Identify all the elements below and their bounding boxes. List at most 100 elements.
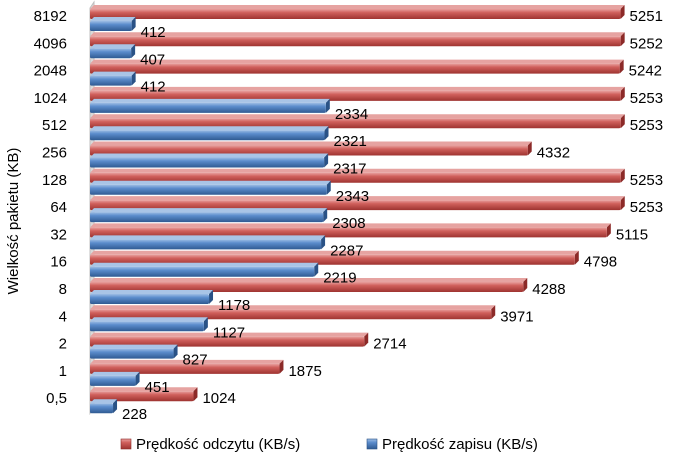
bar-top-face — [90, 44, 136, 49]
data-label-read: 5253 — [630, 199, 663, 216]
bar-end-face — [620, 5, 625, 19]
bar-top-face — [90, 153, 329, 158]
bar-top-face — [90, 86, 625, 91]
bar-front-face — [90, 309, 492, 320]
bar-front-face — [90, 239, 322, 250]
bar-front-face — [90, 21, 132, 31]
bar-top-face — [90, 208, 328, 213]
bar-top-face — [90, 196, 625, 201]
bar-top-face — [90, 317, 208, 322]
bar-end-face — [135, 371, 140, 386]
bar-top-face — [90, 278, 528, 282]
bar-top-face — [90, 344, 178, 349]
bar-end-face — [209, 290, 214, 304]
bar-top-face — [90, 59, 624, 64]
bar-read — [90, 141, 532, 156]
bar-end-face — [606, 223, 611, 238]
bar-end-face — [324, 153, 329, 168]
bar-end-face — [620, 114, 625, 129]
bar-front-face — [90, 63, 620, 74]
bar-front-face — [90, 200, 621, 211]
bar-write — [90, 290, 214, 304]
y-tick-label: 8192 — [34, 8, 67, 25]
y-tick-label: 64 — [50, 199, 67, 216]
y-tick-label: 0,5 — [46, 390, 67, 407]
bar-top-face — [90, 250, 579, 255]
bar-end-face — [620, 196, 625, 211]
bar-front-face — [90, 266, 315, 277]
bar-front-face — [90, 118, 621, 129]
bar-read — [90, 196, 625, 211]
bars — [90, 5, 625, 414]
data-label-read: 4798 — [584, 254, 617, 271]
legend-swatch — [120, 438, 132, 450]
bar-read — [90, 387, 198, 402]
bar-top-face — [90, 17, 136, 21]
y-tick-label: 512 — [42, 117, 67, 134]
bar-front-face — [90, 282, 524, 292]
bar-write — [90, 98, 330, 113]
y-axis-title: Wielkość pakietu (KB) — [5, 148, 22, 295]
data-label-write: 407 — [140, 51, 165, 68]
data-label-write: 2334 — [335, 106, 368, 123]
bar-end-face — [323, 208, 328, 223]
bar-front-face — [90, 391, 194, 402]
data-label-write: 1127 — [213, 324, 245, 341]
y-tick-label: 16 — [50, 254, 67, 271]
bar-write — [90, 262, 319, 277]
bar-front-face — [90, 294, 210, 304]
data-label-write: 827 — [183, 352, 208, 369]
bar-end-face — [620, 168, 625, 183]
legend-label: Prędkość zapisu (KB/s) — [382, 436, 538, 453]
bar-write — [90, 399, 118, 414]
legend: Prędkość odczytu (KB/s) Prędkość zapisu (… — [120, 436, 538, 453]
bar-top-face — [90, 168, 625, 173]
data-label-write: 2287 — [330, 242, 363, 259]
data-label-read: 5253 — [630, 117, 663, 134]
bar-front-face — [90, 9, 621, 19]
bar-top-face — [90, 235, 326, 240]
data-label-read: 4288 — [532, 281, 565, 298]
bar-front-face — [90, 363, 280, 374]
data-label-write: 228 — [122, 406, 147, 423]
bar-top-face — [90, 223, 611, 228]
bar-top-face — [90, 32, 625, 37]
bar-write — [90, 126, 329, 141]
bar-front-face — [90, 75, 132, 86]
data-label-read: 1024 — [202, 390, 235, 407]
bar-top-face — [90, 180, 331, 185]
bar-end-face — [131, 71, 136, 86]
bar-end-face — [131, 44, 136, 59]
bar-front-face — [90, 184, 327, 195]
bar-top-face — [90, 71, 136, 76]
bar-read — [90, 114, 625, 129]
data-label-write: 2321 — [334, 133, 367, 150]
bar-write — [90, 235, 326, 250]
bar-top-face — [90, 387, 198, 392]
data-labels: 1024 228 1875 451 2714 827 3971 1127 4288 1178 479… — [122, 8, 663, 423]
bar-read — [90, 305, 496, 320]
legend-item-read: Prędkość odczytu (KB/s) — [120, 436, 300, 453]
bar-end-face — [364, 332, 369, 347]
y-tick-label: 32 — [50, 226, 67, 243]
data-label-read: 5242 — [629, 63, 662, 80]
bar-front-face — [90, 336, 365, 347]
data-label-read: 5253 — [630, 90, 663, 107]
bar-front-face — [90, 348, 174, 359]
bar-top-face — [90, 371, 140, 376]
bar-read — [90, 250, 579, 265]
bar-end-face — [619, 59, 624, 74]
bar-read — [90, 86, 625, 101]
bar-read — [90, 32, 625, 47]
bar-end-face — [321, 235, 326, 250]
bar-top-face — [90, 5, 625, 9]
bar-front-face — [90, 90, 621, 101]
bar-write — [90, 208, 328, 223]
y-tick-label: 256 — [42, 145, 67, 162]
bar-top-face — [90, 332, 369, 337]
data-label-write: 412 — [141, 24, 166, 41]
data-label-write: 2343 — [336, 188, 369, 205]
bar-front-face — [90, 130, 325, 141]
data-label-write: 451 — [145, 379, 170, 396]
legend-item-write: Prędkość zapisu (KB/s) — [366, 436, 538, 453]
